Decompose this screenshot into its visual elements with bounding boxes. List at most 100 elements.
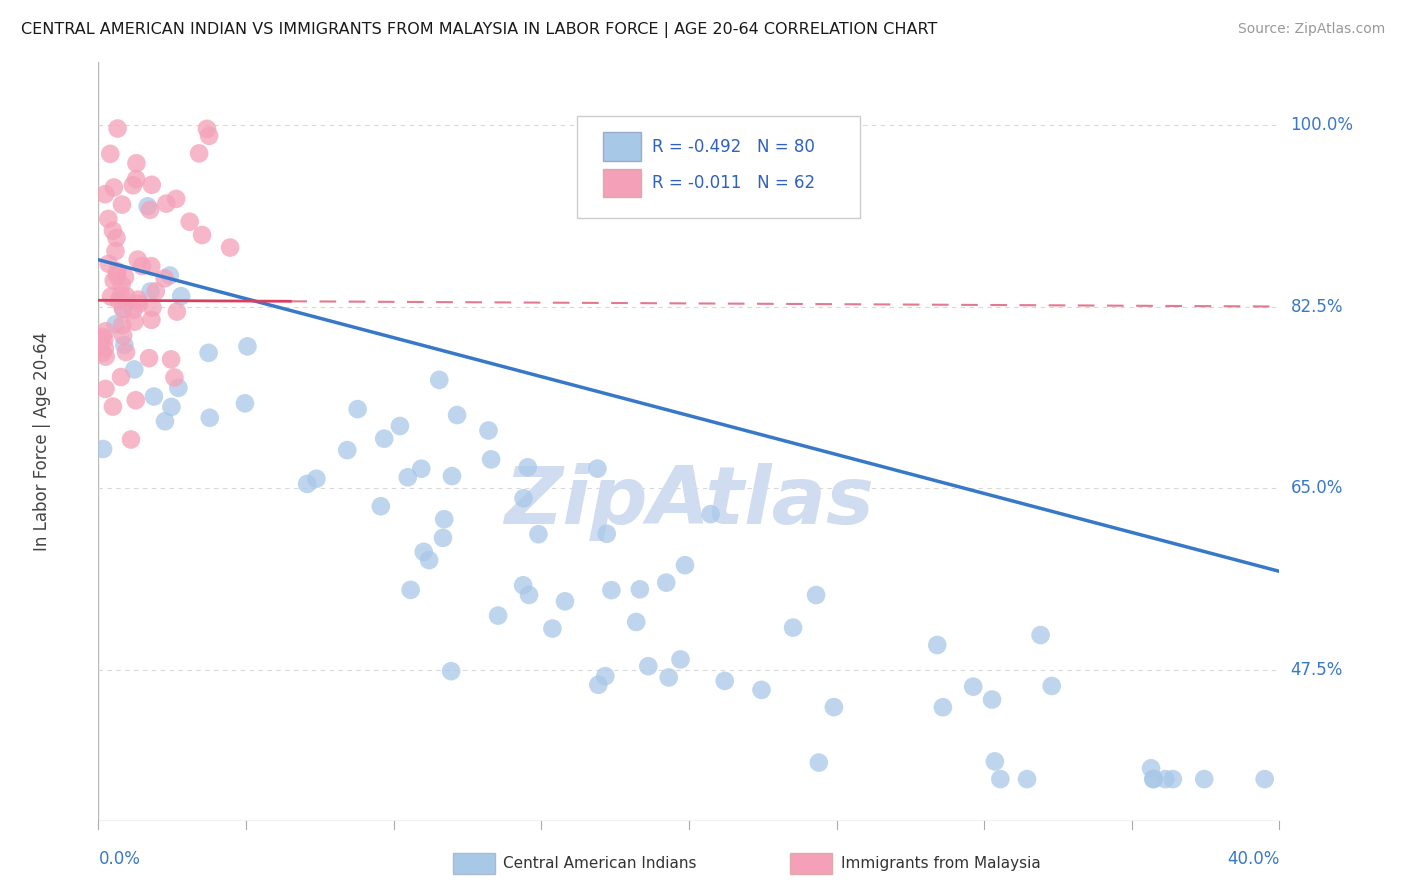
FancyBboxPatch shape (603, 169, 641, 197)
Point (988, 772, 1011, 786)
Point (412, 545, 434, 559)
Point (370, 500, 392, 514)
Point (107, 121, 129, 136)
Point (166, 304, 188, 318)
Point (139, 285, 162, 299)
Point (600, 583, 623, 598)
Point (112, 302, 135, 317)
Point (1254, 772, 1277, 786)
Point (97, 257, 120, 271)
Text: 100.0%: 100.0% (1291, 116, 1354, 134)
Point (517, 588, 540, 602)
Point (94, 350, 117, 364)
Point (104, 318, 127, 332)
Point (191, 227, 214, 242)
Point (595, 669, 617, 683)
Point (91, 346, 114, 360)
Point (1143, 772, 1166, 786)
Point (295, 477, 318, 491)
Point (105, 264, 128, 278)
Text: R = -0.011   N = 62: R = -0.011 N = 62 (652, 174, 815, 192)
Point (114, 270, 136, 285)
Point (346, 402, 368, 417)
Point (122, 302, 145, 317)
Point (197, 346, 219, 360)
Point (673, 558, 696, 573)
Point (655, 575, 678, 590)
Point (198, 410, 221, 425)
FancyBboxPatch shape (576, 115, 860, 218)
Point (94, 324, 117, 338)
Point (104, 244, 127, 259)
Point (124, 362, 146, 376)
Point (624, 615, 647, 629)
Point (236, 339, 259, 353)
Point (804, 588, 827, 602)
Point (160, 352, 183, 367)
Text: Central American Indians: Central American Indians (503, 856, 697, 871)
Point (141, 178, 163, 192)
Point (588, 678, 610, 692)
Point (110, 288, 132, 302)
Text: Source: ZipAtlas.com: Source: ZipAtlas.com (1237, 22, 1385, 37)
Point (637, 659, 659, 673)
Text: ZipAtlas: ZipAtlas (503, 463, 875, 541)
Point (516, 460, 538, 475)
Point (159, 268, 181, 283)
Point (1015, 772, 1038, 786)
Point (94, 382, 117, 396)
Point (122, 178, 145, 193)
Point (486, 608, 509, 623)
Point (179, 215, 201, 229)
Text: 82.5%: 82.5% (1291, 298, 1343, 316)
Point (127, 293, 149, 307)
Point (112, 301, 135, 316)
Point (751, 682, 773, 697)
Point (125, 156, 148, 170)
Point (138, 351, 160, 365)
Point (105, 268, 128, 283)
Point (233, 396, 256, 410)
Point (1161, 772, 1184, 786)
Point (219, 241, 242, 255)
Point (586, 461, 609, 475)
Point (479, 452, 502, 467)
Point (163, 370, 186, 384)
Point (120, 433, 142, 447)
Point (1040, 679, 1063, 693)
Point (136, 199, 159, 213)
Point (139, 202, 162, 217)
Point (1154, 772, 1177, 786)
Point (131, 259, 153, 273)
Point (984, 755, 1007, 769)
Point (432, 531, 454, 545)
Point (101, 224, 124, 238)
Point (396, 470, 419, 484)
Point (433, 512, 456, 526)
Point (112, 338, 135, 352)
Point (165, 192, 187, 206)
Point (127, 252, 149, 267)
Point (105, 231, 128, 245)
Point (962, 680, 984, 694)
Point (782, 621, 804, 635)
Point (115, 345, 138, 359)
Point (97, 211, 120, 226)
Point (658, 670, 681, 684)
Point (554, 594, 576, 608)
Point (477, 424, 499, 438)
Point (103, 273, 125, 287)
Point (91, 442, 114, 456)
Point (418, 553, 440, 567)
Point (100, 290, 122, 304)
Point (110, 370, 132, 384)
Point (145, 285, 167, 299)
Point (98, 146, 121, 161)
Text: 65.0%: 65.0% (1291, 479, 1343, 497)
Point (141, 313, 163, 327)
Point (195, 121, 218, 136)
Point (981, 692, 1004, 706)
Point (198, 128, 221, 143)
Point (373, 432, 395, 446)
Point (101, 400, 124, 414)
